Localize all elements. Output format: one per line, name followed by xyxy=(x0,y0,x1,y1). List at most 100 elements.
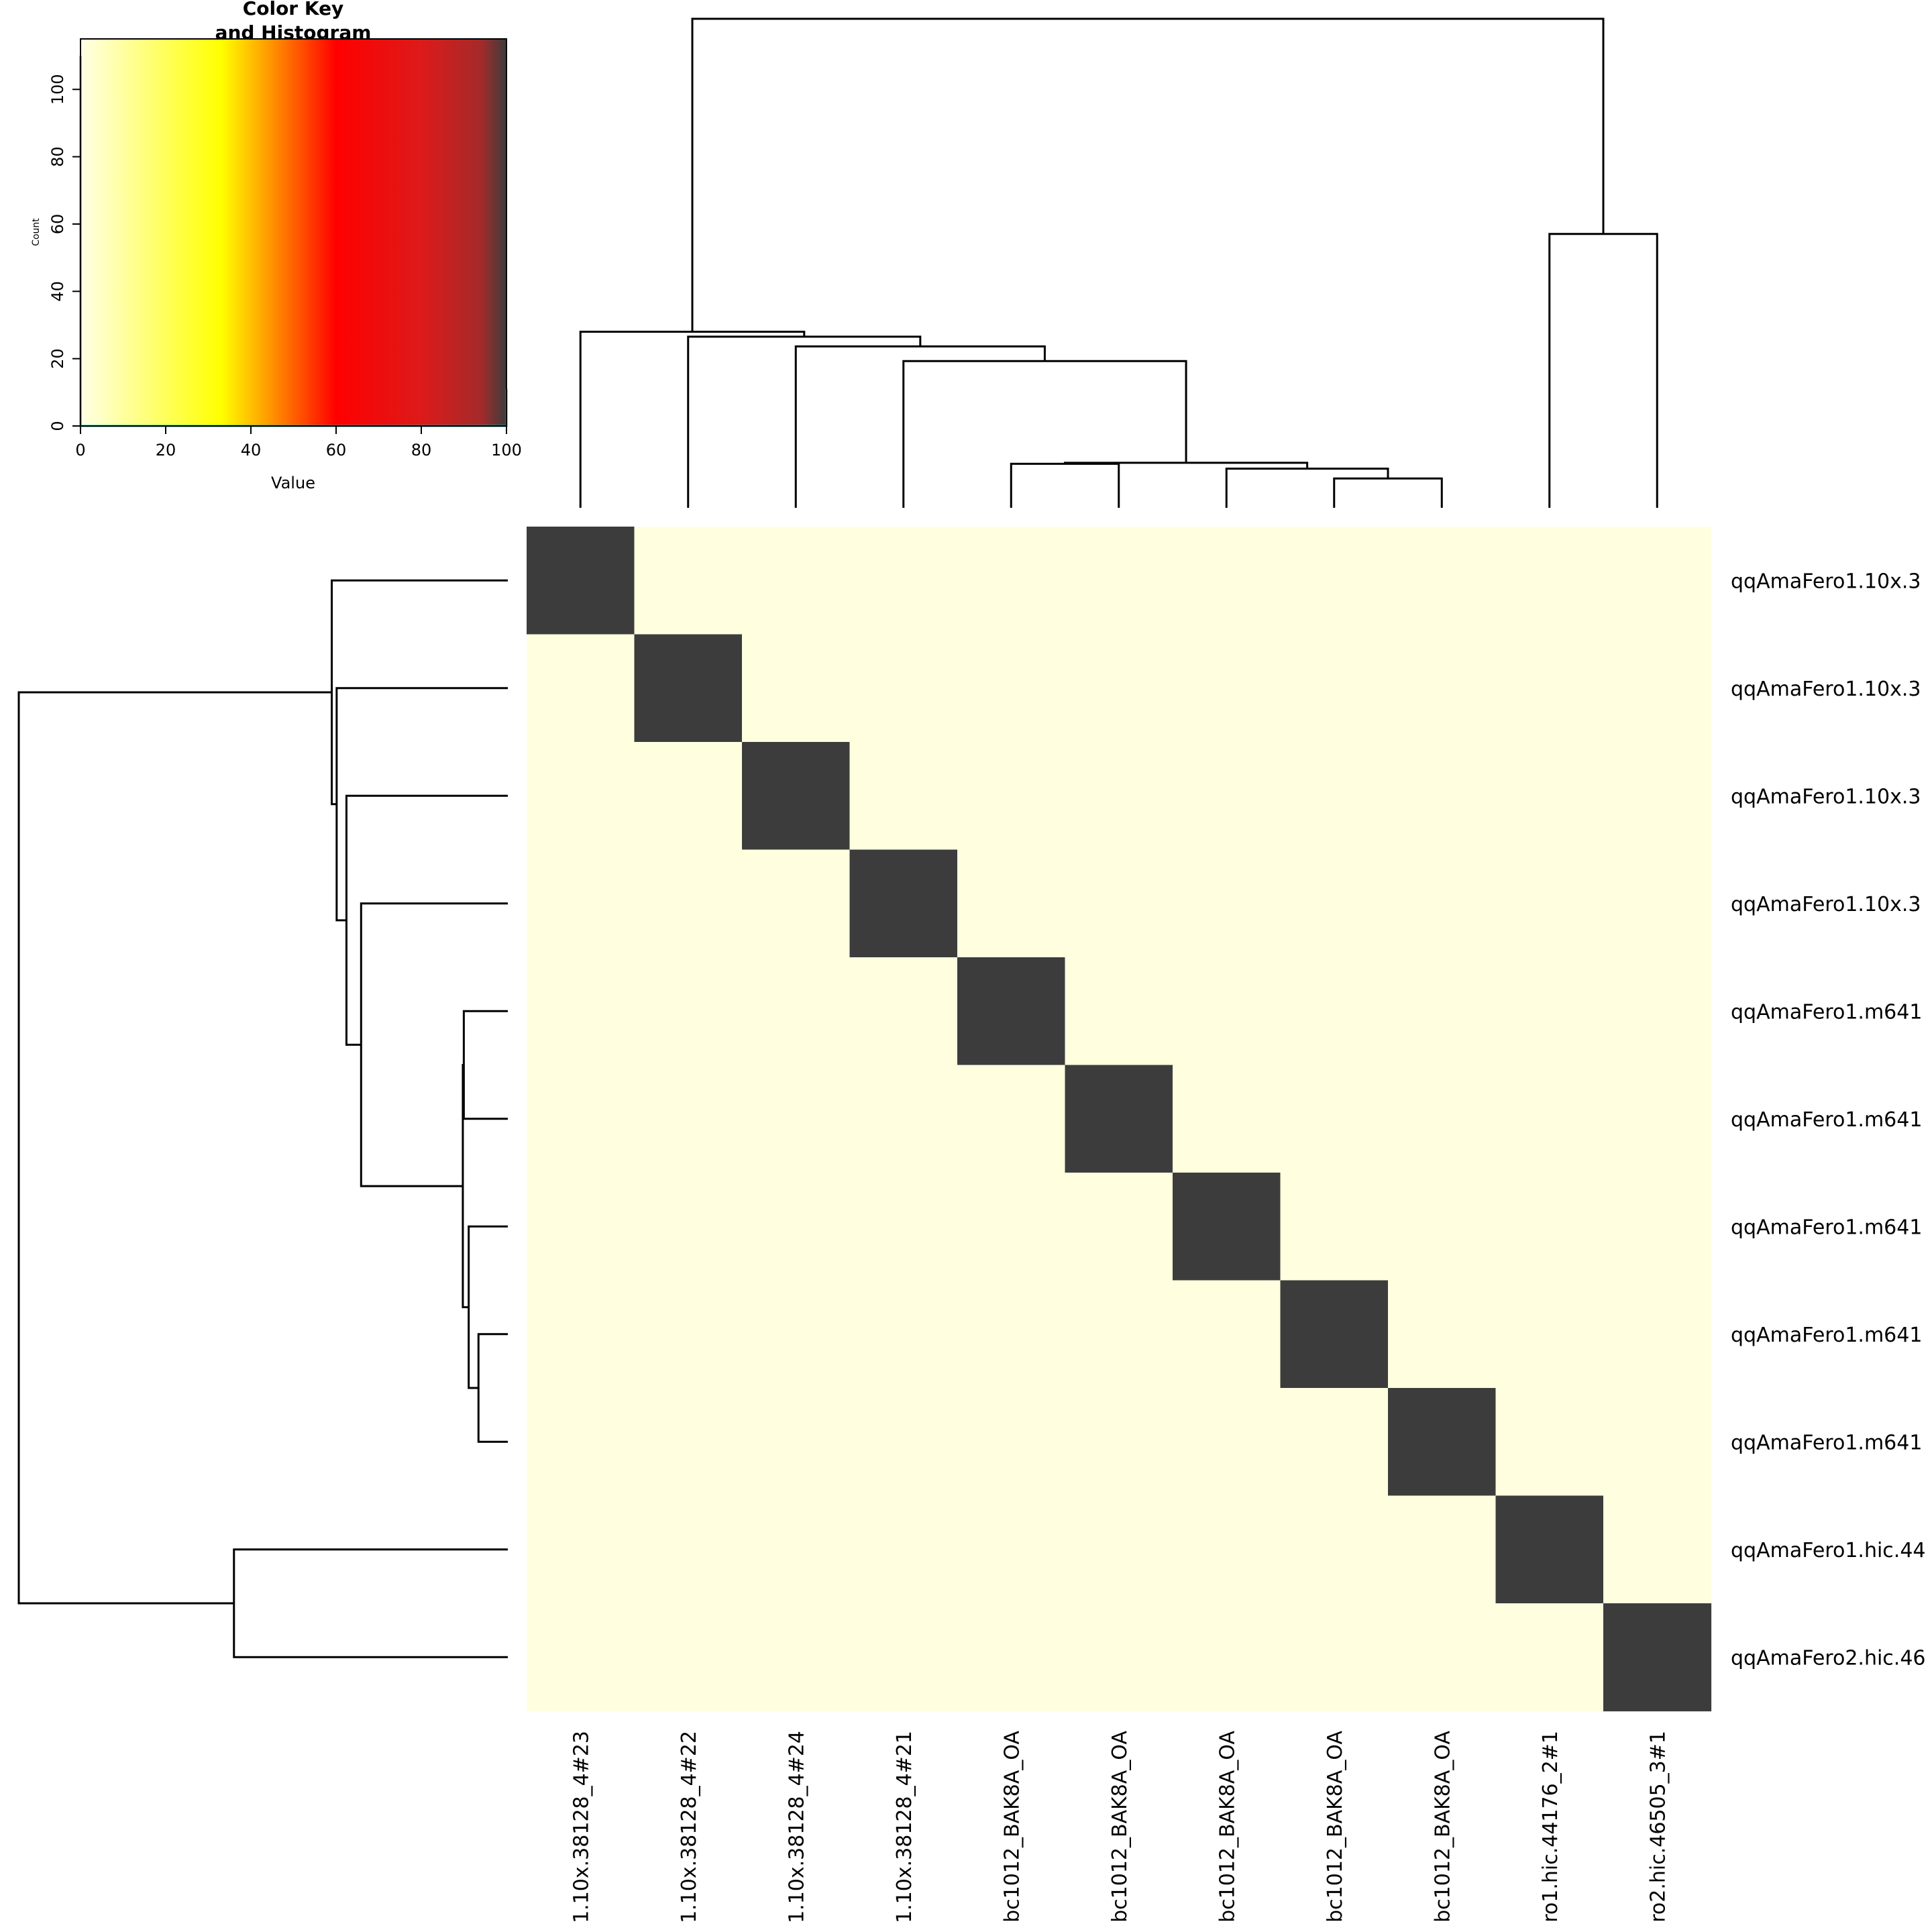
heatmap-cell xyxy=(1603,1173,1712,1281)
column-dendrogram-branch xyxy=(687,335,922,508)
color-key-title-line-1: Color Key xyxy=(243,0,344,19)
heatmap-cell xyxy=(1388,957,1497,1066)
heatmap-cell xyxy=(957,1173,1066,1281)
color-key-x-tick-label: 20 xyxy=(156,441,176,460)
heatmap-cell xyxy=(742,1388,851,1497)
row-dendrogram xyxy=(17,579,508,1658)
column-dendrogram-branch xyxy=(1225,468,1389,508)
heatmap-cell xyxy=(1388,1065,1497,1173)
column-dendrogram-branch xyxy=(902,360,1187,508)
color-key-x-label: Value xyxy=(271,474,315,492)
color-key: Color Key and Histogram 0 20 40 60 80 100 020… xyxy=(31,0,522,492)
column-dendrogram-branch xyxy=(1548,233,1658,508)
heatmap-cell xyxy=(634,1388,743,1497)
heatmap-cell xyxy=(634,957,743,1066)
color-key-frame xyxy=(80,38,507,427)
heatmap-cell xyxy=(527,1280,635,1389)
heatmap-cell xyxy=(742,527,851,635)
heatmap-cell xyxy=(1173,1065,1281,1173)
column-label: bc1012_BAK8A_OA xyxy=(1000,1731,1024,1923)
color-key-x-tick-label: 60 xyxy=(326,441,347,460)
heatmap-cell xyxy=(742,1065,851,1173)
heatmap-cell xyxy=(1495,1388,1604,1497)
column-label: ro2.hic.46505_3#1 xyxy=(1646,1731,1670,1923)
heatmap-cell xyxy=(1495,1065,1604,1173)
row-label: qqAmaFero1.m641 xyxy=(1731,1324,1922,1347)
heatmap-cell xyxy=(1388,1388,1497,1497)
heatmap-cell xyxy=(1603,957,1712,1066)
row-dendrogram-branch xyxy=(477,1333,508,1443)
color-key-y-label: Count xyxy=(31,218,42,246)
heatmap-cell xyxy=(742,957,851,1066)
heatmap-cell xyxy=(1495,1280,1604,1389)
heatmap-cell xyxy=(742,634,851,743)
heatmap-cell xyxy=(1388,1603,1497,1712)
heatmap-cell xyxy=(1495,957,1604,1066)
heatmap-cell xyxy=(1280,849,1389,958)
heatmap-cell xyxy=(1065,849,1173,958)
row-dendrogram-branch xyxy=(462,1010,508,1120)
heatmap-cell xyxy=(957,849,1066,958)
row-dendrogram-branch xyxy=(345,794,508,1046)
heatmap-cell xyxy=(1280,527,1389,635)
heatmap-cell xyxy=(1280,1603,1389,1712)
heatmap-cell xyxy=(634,1173,743,1281)
heatmap-cell xyxy=(634,634,743,743)
row-label: qqAmaFero2.hic.46 xyxy=(1731,1646,1926,1670)
heatmap-cell xyxy=(1603,527,1712,635)
row-dendrogram-branch xyxy=(233,1548,508,1658)
heatmap-cell xyxy=(1388,634,1497,743)
heatmap-cell xyxy=(1173,849,1281,958)
heatmap-cell xyxy=(527,527,635,635)
row-label: qqAmaFero1.m641 xyxy=(1731,1431,1922,1454)
column-label: 1.10x.38128_4#24 xyxy=(785,1731,808,1923)
heatmap-cell xyxy=(1388,849,1497,958)
column-label: 1.10x.38128_4#23 xyxy=(570,1731,593,1923)
heatmap-cell xyxy=(1173,1495,1281,1604)
heatmap-cell xyxy=(1495,1495,1604,1604)
row-label: qqAmaFero1.hic.44 xyxy=(1731,1539,1926,1562)
column-labels: 1.10x.38128_4#23 1.10x.38128_4#22 1.10x.38… xyxy=(570,1731,1670,1923)
heatmap-cell xyxy=(1280,1173,1389,1281)
row-label: qqAmaFero1.10x.3 xyxy=(1731,893,1921,916)
heatmap-cell xyxy=(1065,957,1173,1066)
heatmap-cell xyxy=(1603,849,1712,958)
heatmap-cell xyxy=(1495,527,1604,635)
row-dendrogram-branch xyxy=(468,1225,508,1389)
heatmap-cell xyxy=(1065,527,1173,635)
heatmap-cell xyxy=(1280,1495,1389,1604)
heatmap-cell xyxy=(1495,1173,1604,1281)
row-label: qqAmaFero1.10x.3 xyxy=(1731,678,1921,701)
heatmap-cell xyxy=(849,849,958,958)
heatmap-cell xyxy=(1388,527,1497,635)
color-key-y-tick-label: 40 xyxy=(48,281,67,302)
heatmap-cell xyxy=(957,527,1066,635)
heatmap-cell xyxy=(742,1173,851,1281)
heatmap-cells xyxy=(527,527,1712,1712)
heatmap-cell xyxy=(849,1603,958,1712)
heatmap-cell xyxy=(634,1280,743,1389)
color-key-y-tick-label: 0 xyxy=(48,421,67,431)
color-key-x-tick-label: 100 xyxy=(491,441,522,460)
heatmap-cell xyxy=(1495,742,1604,851)
heatmap-cell xyxy=(1065,1495,1173,1604)
heatmap-cell xyxy=(957,1388,1066,1497)
heatmap-cell xyxy=(1388,1495,1497,1604)
heatmap-cell xyxy=(634,1065,743,1173)
column-label: ro1.hic.44176_2#1 xyxy=(1539,1731,1562,1923)
row-label: qqAmaFero1.m641 xyxy=(1731,1108,1922,1132)
column-label: bc1012_BAK8A_OA xyxy=(1431,1731,1454,1923)
heatmap-cell xyxy=(849,742,958,851)
heatmap-cell xyxy=(849,527,958,635)
column-label: 1.10x.38128_4#22 xyxy=(678,1731,701,1923)
heatmap-cell xyxy=(957,634,1066,743)
heatmap-cell xyxy=(1495,849,1604,958)
heatmap-cell xyxy=(634,1603,743,1712)
heatmap-cell xyxy=(527,1603,635,1712)
heatmap-cell xyxy=(1065,1065,1173,1173)
heatmap-cell xyxy=(1173,634,1281,743)
color-key-y-tick-label: 100 xyxy=(48,74,67,105)
heatmap-cell xyxy=(957,1603,1066,1712)
heatmap-cell xyxy=(634,849,743,958)
